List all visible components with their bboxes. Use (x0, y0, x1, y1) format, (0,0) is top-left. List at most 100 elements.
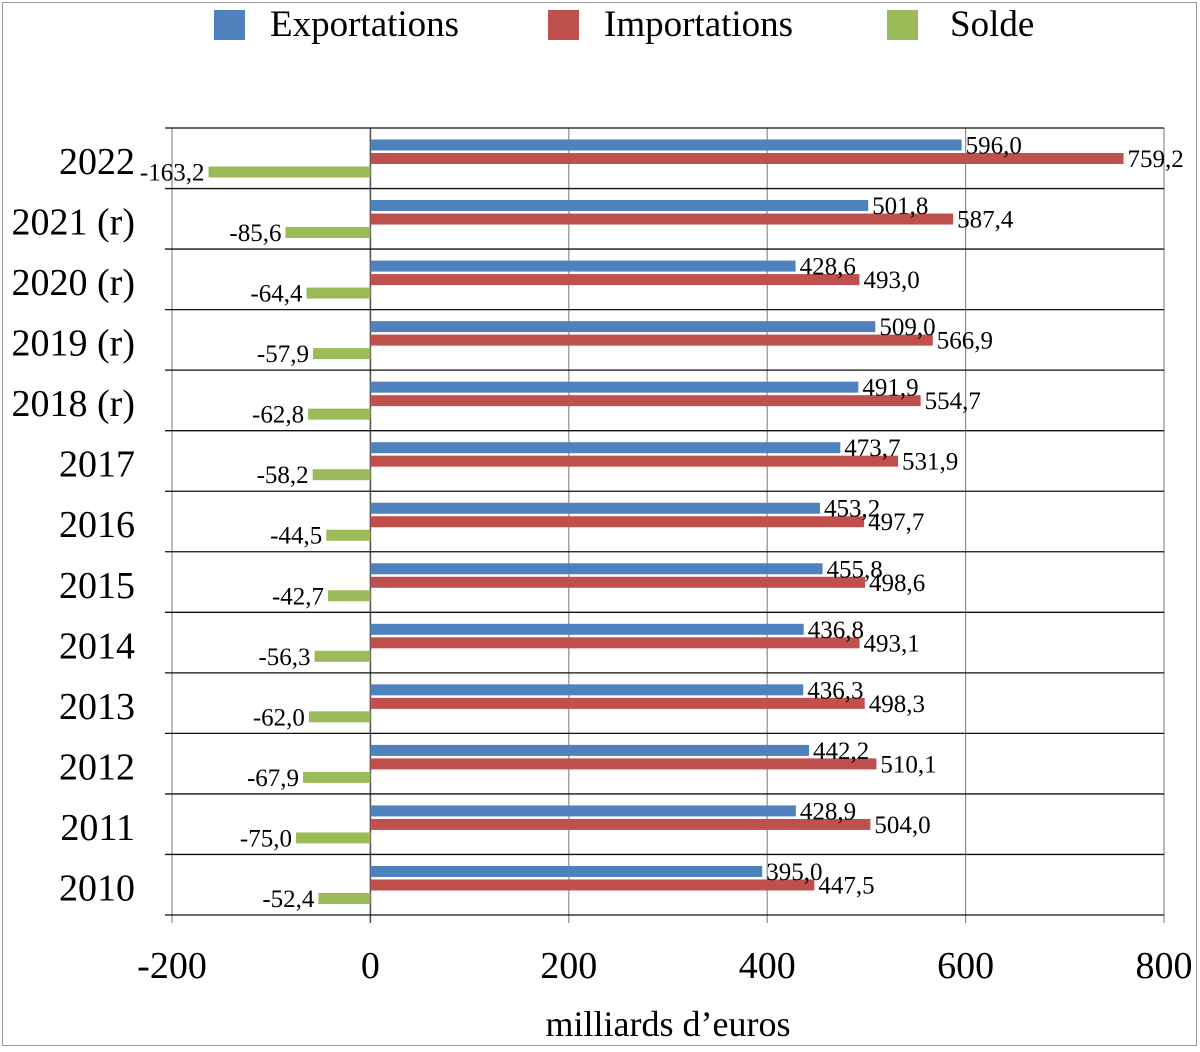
data-label-exportations-2021-r: 501,8 (872, 193, 928, 220)
data-label-exportations-2020-r: 428,6 (800, 254, 856, 281)
x-axis-title: milliards d’euros (545, 1004, 791, 1044)
legend-swatch-solde (887, 10, 918, 40)
data-label-solde-2018-r: -62,8 (252, 402, 304, 429)
data-label-importations-2019-r: 566,9 (937, 328, 993, 355)
legend-swatch-exportations (214, 10, 245, 40)
category-label-2019-r: 2019 (r) (12, 323, 135, 365)
bar-importations-2018-r (370, 395, 921, 407)
bar-importations-2011 (370, 818, 871, 830)
data-label-solde-2011: -75,0 (240, 825, 292, 852)
x-tick-label-600: 600 (937, 945, 994, 987)
data-label-solde-2014: -56,3 (258, 644, 310, 671)
data-label-solde-2015: -42,7 (272, 583, 324, 610)
bar-exportations-2013 (370, 684, 804, 696)
bar-importations-2020-r (370, 274, 860, 286)
data-label-importations-2021-r: 587,4 (957, 207, 1014, 234)
bar-exportations-2015 (370, 563, 823, 575)
category-label-2015: 2015 (59, 565, 135, 607)
category-label-2018-r: 2018 (r) (12, 383, 135, 425)
data-label-exportations-2010: 395,0 (766, 859, 822, 886)
data-label-importations-2014: 493,1 (864, 630, 920, 657)
data-label-importations-2020-r: 493,0 (863, 267, 919, 294)
bar-exportations-2019-r (370, 321, 876, 333)
category-label-2012: 2012 (59, 746, 135, 788)
legend-label-importations: Importations (604, 4, 794, 45)
x-tick-label-0: 0 (361, 945, 380, 987)
data-label-solde-2016: -44,5 (270, 523, 322, 550)
bar-exportations-2022 (370, 139, 962, 151)
category-label-2017: 2017 (59, 444, 135, 486)
data-label-importations-2013: 498,3 (869, 691, 925, 718)
bar-solde-2018-r (308, 408, 371, 420)
bar-exportations-2018-r (370, 381, 859, 393)
category-label-2013: 2013 (59, 686, 135, 728)
data-label-exportations-2016: 453,2 (824, 496, 880, 523)
category-label-2010: 2010 (59, 867, 135, 909)
bar-solde-2013 (308, 711, 371, 723)
bar-exportations-2021-r (370, 200, 869, 212)
bar-exportations-2014 (370, 623, 804, 635)
bar-exportations-2017 (370, 442, 841, 454)
data-label-solde-2022: -163,2 (140, 160, 205, 187)
bar-importations-2010 (370, 879, 815, 891)
category-label-2020-r: 2020 (r) (12, 262, 135, 304)
data-label-importations-2010: 447,5 (818, 872, 874, 899)
data-label-solde-2010: -52,4 (262, 886, 315, 913)
bar-solde-2010 (318, 892, 371, 904)
legend-label-solde: Solde (950, 4, 1035, 45)
category-label-2022: 2022 (59, 141, 135, 183)
data-label-exportations-2011: 428,9 (800, 798, 856, 825)
data-label-solde-2019-r: -57,9 (257, 341, 309, 368)
x-tick-label-200: 200 (540, 945, 597, 987)
data-label-importations-2016: 497,7 (868, 509, 924, 536)
category-label-2021-r: 2021 (r) (12, 202, 135, 244)
category-label-2011: 2011 (60, 807, 135, 849)
data-label-solde-2017: -58,2 (257, 462, 309, 489)
bar-importations-2021-r (370, 213, 954, 225)
data-label-importations-2018-r: 554,7 (925, 388, 981, 415)
bar-importations-2016 (370, 516, 865, 528)
data-label-importations-2015: 498,6 (869, 570, 925, 597)
data-label-exportations-2019-r: 509,0 (879, 314, 935, 341)
data-label-exportations-2017: 473,7 (844, 435, 900, 462)
bar-exportations-2011 (370, 805, 796, 817)
bar-importations-2017 (370, 455, 899, 467)
bar-exportations-2020-r (370, 260, 796, 272)
y-axis-labels: 2022 2021 (r) 2020 (r) 2019 (r) 2018 (r) 2017… (12, 141, 135, 909)
legend-swatch-importations (548, 10, 579, 40)
bar-solde-2014 (314, 650, 371, 662)
data-label-exportations-2013: 436,3 (807, 677, 863, 704)
data-label-solde-2020-r: -64,4 (250, 281, 303, 308)
category-label-2016: 2016 (59, 504, 135, 546)
bar-solde-2022 (208, 166, 371, 178)
data-label-solde-2013: -62,0 (253, 704, 305, 731)
data-label-importations-2017: 531,9 (902, 449, 958, 476)
bar-importations-2013 (370, 697, 865, 709)
x-tick-label-800: 800 (1136, 945, 1193, 987)
bar-exportations-2012 (370, 744, 810, 756)
bar-solde-2021-r (285, 227, 371, 239)
bar-importations-2014 (370, 637, 860, 649)
bar-solde-2020-r (306, 287, 371, 299)
data-label-importations-2011: 504,0 (874, 812, 930, 839)
bar-solde-2012 (303, 771, 371, 783)
category-label-2014: 2014 (59, 625, 135, 667)
x-tick-label-400: 400 (739, 945, 796, 987)
data-label-exportations-2015: 455,8 (827, 556, 883, 583)
data-label-exportations-2014: 436,8 (808, 617, 864, 644)
bar-solde-2015 (328, 590, 371, 602)
x-tick-label-minus-200: -200 (137, 945, 207, 987)
bar-solde-2019-r (312, 348, 371, 360)
data-label-importations-2012: 510,1 (880, 751, 936, 778)
bar-solde-2011 (296, 832, 371, 844)
data-label-solde-2021-r: -85,6 (229, 220, 281, 247)
data-labels: 596,0 759,2 -163,2 501,8 587,4 -85,6 428,6 493,… (140, 133, 1184, 913)
legend-label-exportations: Exportations (270, 4, 460, 45)
bar-importations-2012 (370, 758, 877, 770)
data-label-exportations-2012: 442,2 (813, 738, 869, 765)
bar-importations-2022 (370, 153, 1124, 164)
x-axis-labels: -200 0 200 400 600 800 (137, 945, 1192, 987)
category-separators (165, 127, 1164, 916)
